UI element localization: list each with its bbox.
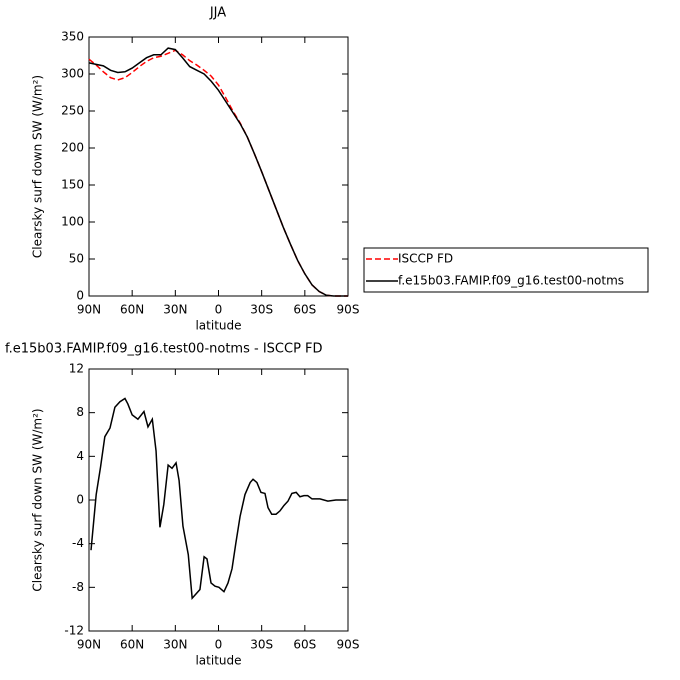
x-tick-label: 0 [215, 303, 223, 317]
x-tick-label: 0 [215, 638, 223, 652]
series-line [90, 397, 346, 601]
x-axis-label: latitude [195, 319, 241, 333]
x-tick-label: 60S [293, 303, 316, 317]
y-tick-label: 100 [61, 215, 84, 229]
x-tick-label: 90N [77, 638, 101, 652]
y-tick-label: 12 [69, 362, 84, 376]
plot-frame [88, 368, 349, 632]
x-tick-label: 30S [250, 638, 273, 652]
y-tick-label: 0 [76, 493, 84, 507]
x-tick-label: 30S [250, 303, 273, 317]
x-tick-label: 60N [120, 303, 144, 317]
y-axis-label: Clearsky surf down SW (W/m²) [31, 75, 45, 258]
y-tick-label: 350 [61, 30, 84, 44]
y-axis-label: Clearsky surf down SW (W/m²) [31, 408, 45, 591]
y-tick-label: 4 [76, 449, 84, 463]
series-line [88, 47, 348, 297]
x-tick-label: 30N [163, 303, 187, 317]
x-tick-label: 60N [120, 638, 144, 652]
y-tick-label: -8 [72, 580, 84, 594]
y-tick-label: 150 [61, 178, 84, 192]
x-tick-label: 60S [293, 638, 316, 652]
y-tick-label: 250 [61, 104, 84, 118]
legend-label: ISCCP FD [398, 252, 453, 266]
y-tick-label: -12 [64, 624, 84, 638]
y-tick-label: -4 [72, 536, 84, 550]
legend-label: f.e15b03.FAMIP.f09_g16.test00-notms [398, 274, 624, 288]
x-axis-label: latitude [195, 654, 241, 668]
series-line [88, 49, 348, 297]
y-tick-label: 50 [69, 252, 84, 266]
legend-box [363, 247, 649, 293]
chart-title: f.e15b03.FAMIP.f09_g16.test00-notms - IS… [5, 342, 323, 357]
x-tick-label: 30N [163, 638, 187, 652]
y-tick-label: 300 [61, 67, 84, 81]
y-tick-label: 8 [76, 405, 84, 419]
y-tick-label: 200 [61, 141, 84, 155]
x-tick-label: 90N [77, 303, 101, 317]
y-tick-label: 0 [76, 289, 84, 303]
x-tick-label: 90S [337, 303, 360, 317]
x-tick-label: 90S [337, 638, 360, 652]
chart-title: JJA [209, 6, 226, 21]
